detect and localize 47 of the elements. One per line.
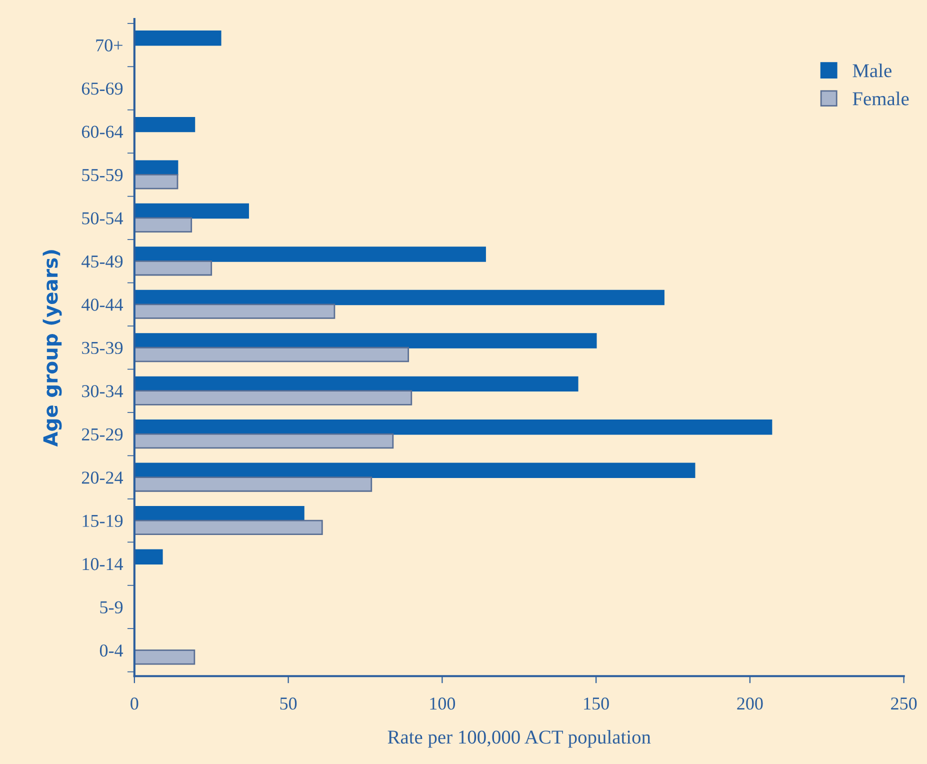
bar	[134, 30, 222, 46]
y-tick-label: 60-64	[82, 126, 124, 138]
y-tick-label: 0-4	[100, 644, 124, 657]
legend-label: Male	[852, 64, 892, 78]
y-tick-label: 20-24	[82, 472, 124, 484]
bar	[134, 174, 178, 190]
bar	[134, 217, 192, 232]
bar	[134, 433, 394, 449]
y-tick-label: 45-49	[82, 255, 123, 268]
y-tick-label: 10-14	[82, 558, 124, 570]
x-tick-label: 150	[584, 697, 609, 710]
bar	[134, 116, 196, 132]
x-tick-label: 50	[280, 697, 297, 710]
bar	[134, 346, 410, 362]
y-tick-label: 40-44	[82, 298, 124, 311]
bar	[134, 506, 304, 522]
x-tick-label: 200	[737, 697, 763, 710]
bar	[134, 304, 336, 319]
bar	[134, 420, 772, 435]
y-axis-title: Age group (years)	[42, 250, 62, 447]
y-tick-label: 55-59	[82, 169, 123, 182]
bar	[134, 520, 323, 536]
x-tick-label: 0	[130, 697, 138, 710]
y-tick-label: 5-9	[100, 601, 123, 614]
y-tick-label: 50-54	[82, 212, 124, 224]
x-tick-label: 250	[891, 697, 917, 710]
bar	[134, 333, 597, 348]
y-tick-label: 15-19	[82, 514, 123, 527]
y-tick-label: 30-34	[82, 385, 124, 398]
bar	[134, 376, 578, 392]
bar	[134, 203, 249, 219]
legend-label: Female	[852, 92, 909, 106]
bar	[134, 246, 486, 262]
y-tick-label: 65-69	[82, 82, 123, 95]
y-tick-label: 35-39	[82, 342, 123, 354]
bar	[134, 650, 196, 665]
bar	[134, 549, 163, 564]
y-tick-label: 70+	[96, 39, 122, 52]
x-tick-label: 100	[430, 697, 456, 710]
bar	[134, 462, 696, 478]
bar	[134, 390, 412, 406]
y-tick-label: 25-29	[82, 428, 123, 441]
x-axis-title: Rate per 100,000 ACT population	[388, 730, 651, 748]
bar	[134, 160, 178, 176]
bar	[134, 290, 664, 306]
bar	[134, 476, 372, 492]
bar	[134, 260, 212, 276]
